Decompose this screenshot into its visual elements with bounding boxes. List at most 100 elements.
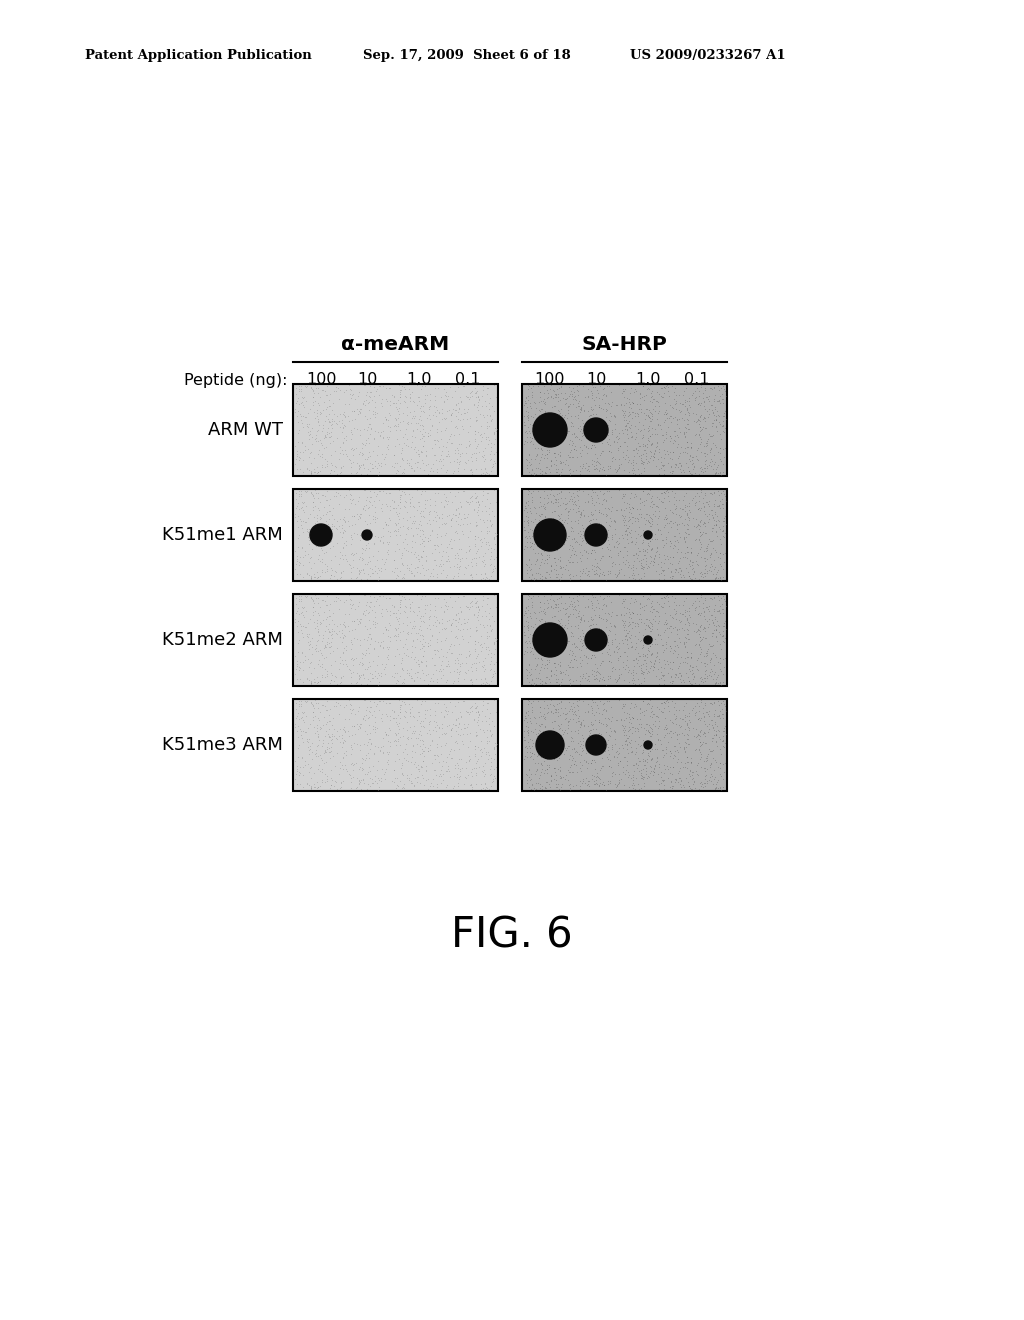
Point: [468, 511, 484, 532]
Point: [655, 763, 672, 784]
Point: [404, 706, 421, 727]
Point: [560, 500, 577, 521]
Point: [382, 404, 398, 425]
Point: [571, 437, 588, 458]
Point: [705, 741, 721, 762]
Point: [318, 771, 335, 792]
Point: [623, 663, 639, 684]
Point: [470, 385, 486, 407]
Point: [689, 440, 706, 461]
Point: [718, 408, 734, 429]
Point: [314, 434, 331, 455]
Point: [355, 664, 372, 685]
Point: [655, 488, 672, 510]
Point: [314, 520, 331, 541]
Point: [400, 767, 417, 788]
Point: [485, 771, 502, 792]
Point: [409, 709, 425, 730]
Point: [367, 701, 383, 722]
Point: [466, 709, 482, 730]
Point: [679, 618, 695, 639]
Point: [573, 639, 590, 660]
Point: [571, 743, 588, 764]
Point: [674, 722, 690, 743]
Point: [379, 541, 395, 562]
Point: [698, 645, 715, 667]
Point: [690, 424, 707, 445]
Point: [399, 623, 416, 644]
Point: [435, 706, 452, 727]
Point: [646, 628, 663, 649]
Point: [656, 516, 673, 537]
Point: [361, 550, 378, 572]
Point: [457, 612, 473, 634]
Point: [464, 766, 480, 787]
Point: [330, 692, 346, 713]
Point: [581, 665, 597, 686]
Point: [398, 397, 415, 418]
Point: [680, 667, 696, 688]
Point: [380, 612, 396, 634]
Point: [427, 506, 443, 527]
Point: [540, 643, 556, 664]
Point: [581, 483, 597, 504]
Point: [528, 640, 545, 661]
Point: [561, 586, 578, 607]
Point: [639, 766, 655, 787]
Point: [422, 420, 438, 441]
Point: [540, 388, 556, 409]
Point: [355, 708, 372, 729]
Point: [520, 506, 537, 527]
Point: [659, 627, 676, 648]
Point: [517, 708, 534, 729]
Point: [330, 482, 346, 503]
Point: [335, 642, 351, 663]
Point: [344, 543, 360, 564]
Point: [686, 568, 702, 589]
Point: [374, 598, 390, 619]
Point: [543, 660, 559, 681]
Point: [623, 768, 639, 789]
Point: [712, 449, 728, 470]
Point: [714, 383, 730, 404]
Point: [640, 510, 656, 531]
Point: [364, 389, 380, 411]
Point: [371, 384, 387, 405]
Point: [635, 690, 651, 711]
Point: [386, 520, 402, 541]
Point: [380, 649, 396, 671]
Point: [544, 606, 560, 627]
Point: [592, 690, 608, 711]
Point: [603, 546, 620, 568]
Point: [321, 494, 337, 515]
Point: [614, 487, 631, 508]
Point: [595, 490, 611, 511]
Point: [605, 640, 622, 661]
Point: [355, 602, 372, 623]
Point: [638, 763, 654, 784]
Point: [450, 717, 466, 738]
Point: [478, 429, 495, 450]
Point: [529, 667, 546, 688]
Point: [516, 510, 532, 531]
Point: [468, 515, 484, 536]
Point: [592, 768, 608, 789]
Point: [539, 420, 555, 441]
Point: [656, 459, 673, 480]
Point: [615, 746, 632, 767]
Point: [552, 549, 568, 570]
Point: [391, 524, 408, 545]
Point: [588, 451, 604, 473]
Point: [656, 744, 673, 766]
Point: [486, 539, 503, 560]
Point: [332, 614, 348, 635]
Point: [352, 546, 369, 568]
Point: [705, 425, 721, 446]
Point: [343, 598, 359, 619]
Point: [640, 511, 656, 532]
Point: [561, 420, 578, 441]
Point: [552, 450, 568, 471]
Point: [639, 437, 655, 458]
Point: [401, 589, 418, 610]
Point: [386, 667, 402, 688]
